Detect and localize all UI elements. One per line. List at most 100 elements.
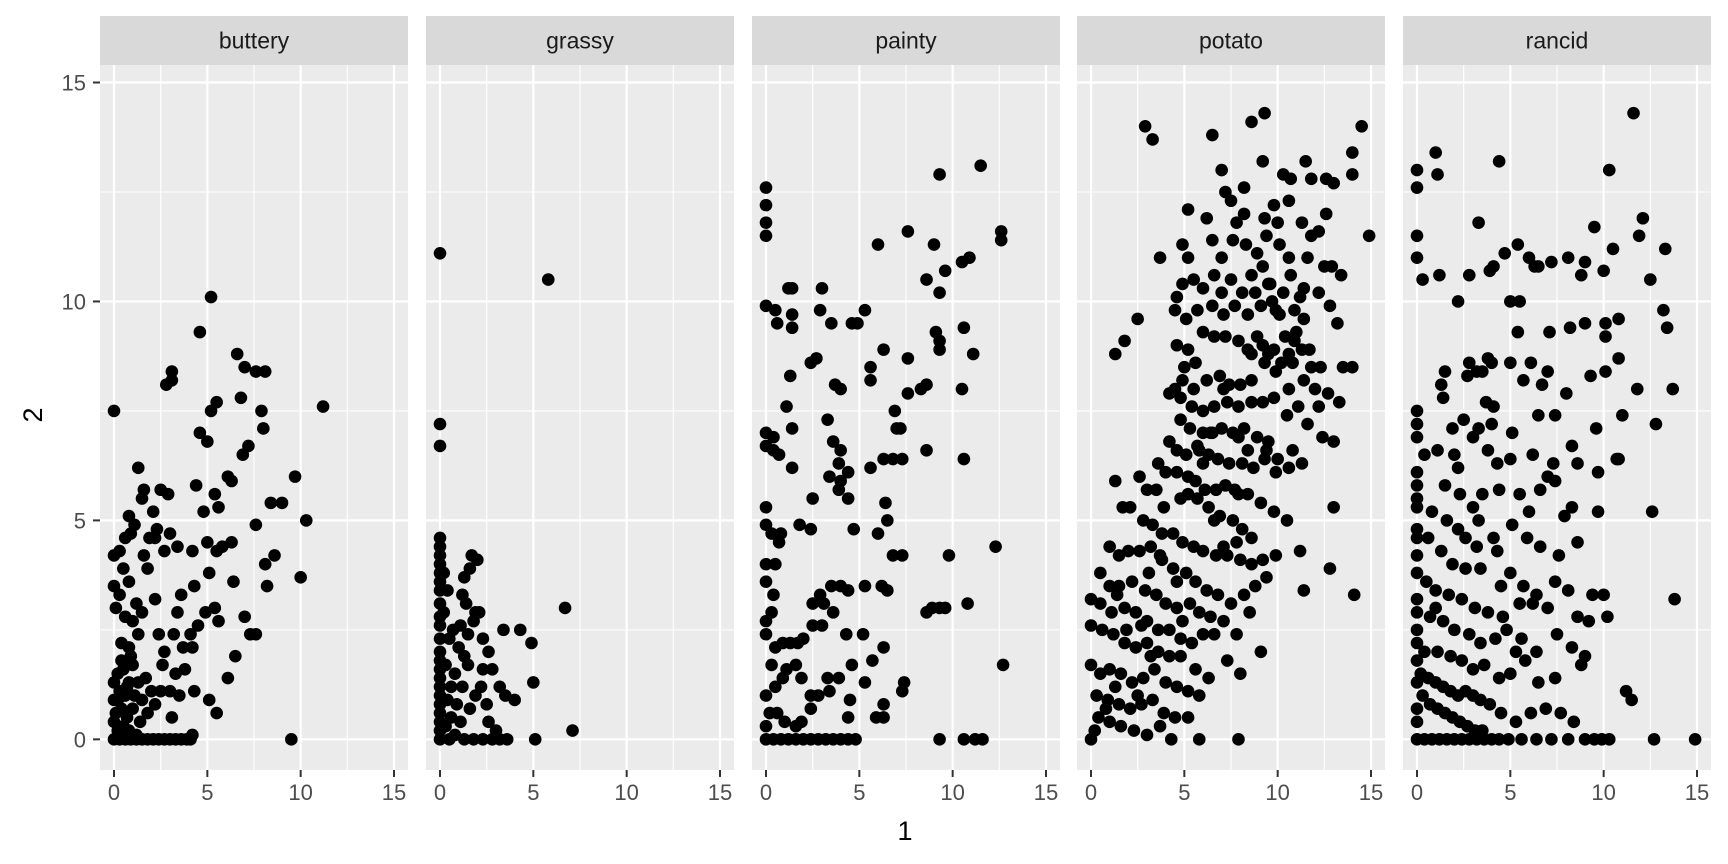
x-tick-label: 5	[1178, 780, 1190, 805]
facet-strip-label: painty	[875, 28, 937, 54]
data-point	[316, 400, 330, 413]
data-point	[1539, 702, 1553, 715]
data-point	[107, 549, 121, 562]
data-point	[1170, 290, 1184, 304]
data-point	[1215, 286, 1228, 300]
data-point	[1574, 658, 1588, 672]
data-point	[448, 667, 462, 680]
data-point	[1657, 303, 1670, 317]
facet-panel-rancid: rancid 0 5 10 15	[1403, 16, 1711, 805]
data-point	[201, 535, 214, 549]
data-point	[1410, 636, 1424, 650]
data-point	[1262, 277, 1275, 291]
data-point	[212, 500, 225, 514]
data-point	[1410, 465, 1424, 479]
data-point	[1466, 500, 1480, 514]
data-point	[1282, 251, 1296, 264]
data-point	[770, 706, 784, 720]
data-point	[1271, 452, 1284, 466]
data-point	[210, 544, 223, 558]
data-point	[1518, 654, 1532, 667]
data-point	[1181, 487, 1195, 501]
data-point	[1487, 531, 1500, 545]
data-point	[1153, 549, 1167, 562]
data-point	[476, 662, 490, 676]
facet-panel-buttery: buttery 0 5 10 15 0 5 10 15	[62, 16, 408, 805]
data-point	[1286, 444, 1299, 457]
data-point	[976, 733, 989, 746]
data-point	[1462, 627, 1476, 641]
data-point	[1455, 654, 1469, 667]
data-point	[1170, 444, 1184, 457]
data-point	[1304, 360, 1318, 374]
data-point	[173, 689, 186, 702]
data-point	[1206, 128, 1219, 142]
data-point	[1434, 378, 1448, 391]
data-point	[1561, 251, 1575, 264]
data-point	[456, 680, 469, 694]
data-point	[1487, 400, 1500, 413]
data-point	[778, 715, 791, 729]
data-point	[1561, 733, 1575, 746]
data-point	[834, 444, 847, 457]
data-point	[187, 579, 201, 593]
y-tick-label: 15	[62, 71, 86, 96]
data-point	[1260, 571, 1273, 584]
data-point	[508, 693, 521, 707]
data-point	[1196, 404, 1210, 418]
data-point	[135, 693, 149, 707]
data-point	[1269, 465, 1283, 479]
data-point	[1591, 465, 1605, 479]
data-point	[1213, 369, 1227, 383]
facet-strip	[100, 16, 408, 65]
data-point	[1176, 277, 1189, 291]
data-point	[1612, 352, 1625, 365]
data-point	[1347, 588, 1361, 602]
data-point	[1483, 698, 1497, 711]
data-point	[1485, 417, 1498, 431]
data-point	[851, 317, 864, 330]
data-point	[1239, 238, 1253, 251]
data-point	[901, 387, 915, 400]
data-point	[1543, 325, 1556, 339]
data-point	[1094, 566, 1107, 580]
data-point	[769, 557, 782, 571]
data-point	[1451, 461, 1465, 475]
data-point	[1293, 544, 1307, 558]
data-point	[1410, 404, 1424, 418]
data-point	[1254, 645, 1268, 659]
data-point	[1571, 610, 1584, 624]
data-point	[441, 584, 454, 597]
data-point	[443, 632, 456, 645]
data-point	[1181, 684, 1195, 698]
data-point	[249, 518, 263, 532]
data-point	[443, 733, 456, 746]
data-point	[1578, 733, 1592, 746]
data-point	[1207, 514, 1221, 527]
data-point	[234, 391, 248, 405]
data-point	[864, 461, 877, 475]
data-point	[1196, 457, 1210, 470]
data-point	[1189, 356, 1202, 370]
facets-layer: buttery 0 5 10 15 0 5 10 15 grassy 0 5 10 15 painty 0 5 1…	[62, 16, 1711, 805]
x-tick-label: 5	[853, 780, 865, 805]
data-point	[189, 479, 203, 492]
data-point	[1548, 474, 1562, 488]
data-point	[1502, 733, 1515, 746]
data-point	[1284, 268, 1298, 282]
data-point	[994, 233, 1008, 247]
data-point	[1273, 238, 1286, 251]
data-point	[1198, 483, 1212, 497]
data-point	[1131, 312, 1144, 326]
data-point	[1492, 483, 1506, 497]
data-point	[1476, 487, 1489, 501]
data-point	[152, 627, 166, 641]
data-point	[1256, 395, 1270, 409]
data-point	[148, 592, 162, 606]
data-point	[1192, 733, 1206, 746]
data-point	[457, 571, 471, 584]
data-point	[1453, 487, 1467, 501]
data-point	[1245, 373, 1258, 387]
data-point	[785, 308, 799, 321]
data-point	[1228, 299, 1242, 313]
